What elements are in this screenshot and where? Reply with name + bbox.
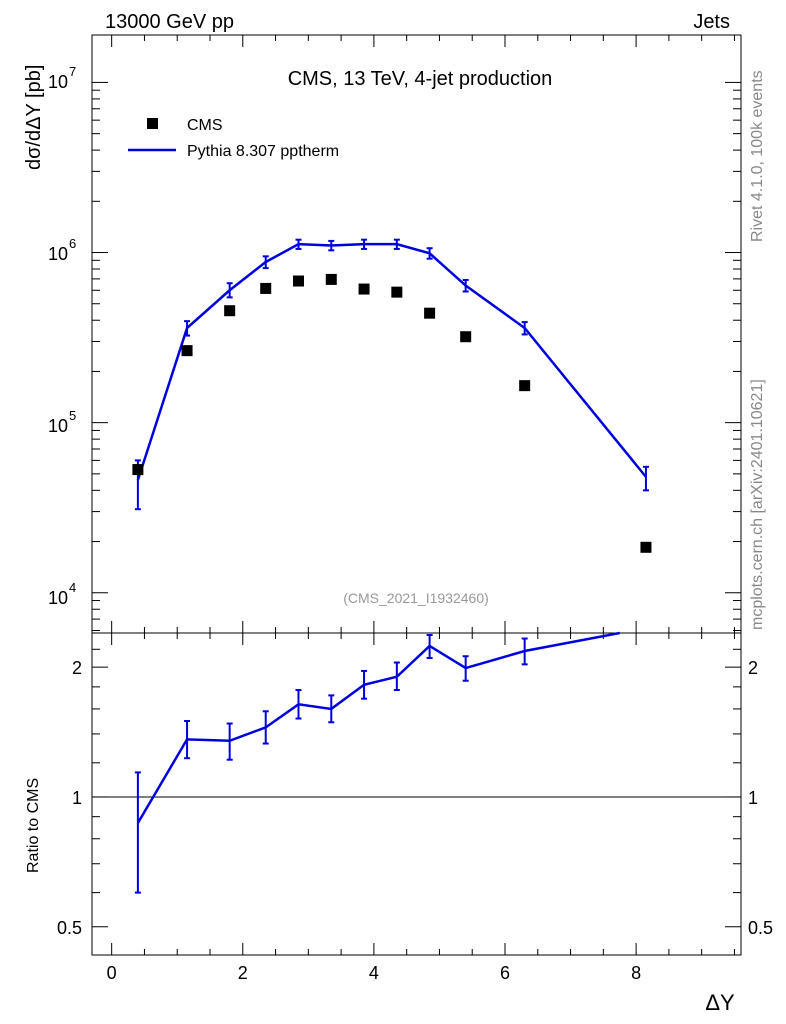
header-left: 13000 GeV pp — [105, 11, 234, 33]
legend-mc-label: Pythia 8.307 pptherm — [187, 143, 339, 160]
data-point — [260, 282, 272, 294]
ratio-y-tick-label: 1 — [72, 788, 82, 808]
mc-series — [134, 238, 649, 511]
legend-data-label: CMS — [187, 117, 223, 134]
main-y-tick-exponent: 5 — [69, 408, 76, 423]
ratio-y-tick-label: 2 — [72, 658, 82, 678]
data-point — [460, 331, 472, 343]
main-ticks — [92, 35, 741, 633]
data-point — [640, 541, 652, 553]
x-tick-label: 8 — [631, 963, 641, 983]
mc-line — [136, 242, 647, 481]
main-y-tick-exponent: 6 — [69, 236, 76, 251]
data-series — [132, 273, 652, 553]
chart-title: CMS, 13 TeV, 4-jet production — [288, 68, 553, 90]
data-point — [358, 283, 370, 295]
source-info: mcplots.cern.ch [arXiv:2401.10621] — [749, 379, 766, 630]
data-point — [424, 307, 436, 319]
legend-data-marker — [147, 118, 158, 129]
data-point — [325, 273, 337, 285]
x-tick-label: 6 — [500, 963, 510, 983]
main-y-tick-label: 10 — [48, 416, 68, 436]
data-point — [519, 380, 531, 392]
x-tick-label: 4 — [369, 963, 379, 983]
main-y-tick-label: 10 — [48, 244, 68, 264]
ratio-panel-frame — [91, 632, 742, 956]
ratio-ticks: 0.5 0.5 1 1 2 2 0 2 4 6 8 — [57, 633, 773, 983]
ratio-series — [134, 631, 620, 894]
data-point — [132, 464, 144, 476]
data-point — [181, 345, 193, 357]
rivet-info: Rivet 4.1.0, 100k events — [749, 70, 766, 242]
main-y-tick-label: 10 — [48, 72, 68, 92]
x-tick-label: 0 — [107, 963, 117, 983]
ratio-y-tick-label: 2 — [748, 658, 758, 678]
ratio-y-tick-label: 0.5 — [748, 918, 773, 938]
x-tick-label: 2 — [238, 963, 248, 983]
header-right: Jets — [693, 11, 730, 33]
x-axis-title: ΔY — [705, 990, 735, 1015]
main-y-tick-label: 10 — [48, 588, 68, 608]
ratio-y-axis-title: Ratio to CMS — [25, 778, 42, 873]
ratio-line — [136, 631, 620, 824]
data-point — [391, 286, 403, 298]
analysis-id: (CMS_2021_I1932460) — [343, 590, 489, 606]
main-y-tick-exponent: 4 — [69, 580, 76, 595]
data-point — [293, 275, 304, 287]
ratio-y-tick-label: 1 — [748, 788, 758, 808]
main-y-tick-exponent: 7 — [69, 64, 76, 79]
ratio-y-tick-label: 0.5 — [57, 918, 82, 938]
main-y-axis-title: dσ/dΔY [pb] — [23, 65, 45, 170]
data-point — [224, 305, 236, 317]
